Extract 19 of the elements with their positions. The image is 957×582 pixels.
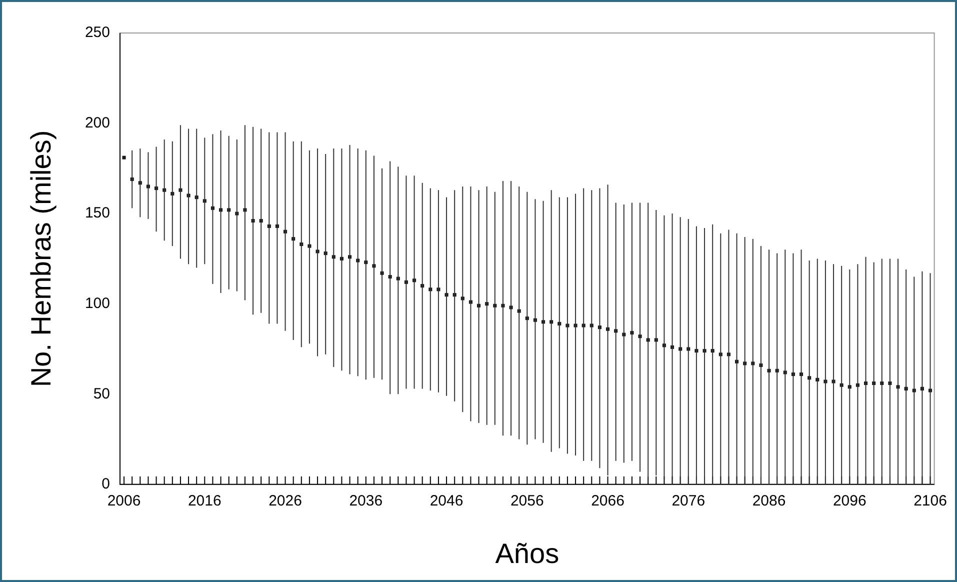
y-tick-label: 50 [93, 385, 110, 402]
y-tick-label: 250 [84, 24, 110, 42]
y-axis-title: No. Hembras (miles) [26, 130, 57, 388]
x-tick-label: 2096 [832, 492, 866, 510]
x-tick-label: 2086 [752, 492, 786, 510]
x-tick-label: 2066 [591, 492, 624, 510]
x-tick-label: 2026 [268, 492, 302, 510]
x-tick-label: 2056 [510, 492, 544, 510]
x-tick-label: 2106 [914, 492, 947, 510]
x-tick-label: 2016 [188, 492, 222, 510]
x-tick-label: 2006 [107, 492, 141, 510]
x-tick-label: 2046 [430, 492, 464, 510]
y-tick-label: 150 [84, 204, 110, 222]
x-axis-title: Años [495, 538, 560, 569]
y-tick-label: 100 [84, 294, 110, 312]
x-tick-label: 2076 [672, 492, 706, 510]
y-tick-label: 0 [102, 476, 110, 493]
x-tick-label: 2036 [349, 492, 383, 510]
y-tick-label: 200 [84, 114, 110, 132]
